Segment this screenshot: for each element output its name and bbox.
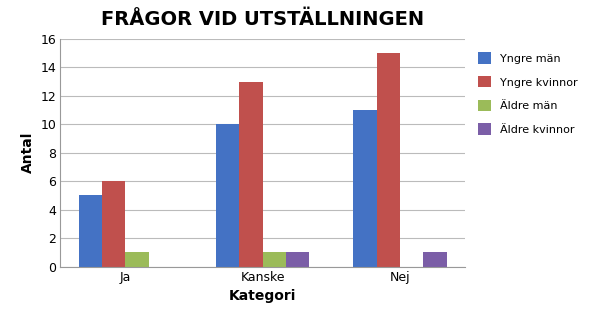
Bar: [79, 195, 102, 266]
Bar: [353, 110, 377, 266]
Bar: [126, 252, 149, 266]
Bar: [239, 82, 263, 266]
X-axis label: Kategori: Kategori: [229, 289, 297, 303]
Bar: [102, 181, 126, 266]
Legend: Yngre män, Yngre kvinnor, Äldre män, Äldre kvinnor: Yngre män, Yngre kvinnor, Äldre män, Äld…: [475, 49, 581, 138]
Bar: [216, 124, 239, 266]
Bar: [263, 252, 286, 266]
Title: FRÅGOR VID UTSTÄLLNINGEN: FRÅGOR VID UTSTÄLLNINGEN: [101, 10, 424, 29]
Bar: [377, 53, 400, 266]
Y-axis label: Antal: Antal: [21, 132, 35, 174]
Bar: [286, 252, 309, 266]
Bar: [423, 252, 447, 266]
